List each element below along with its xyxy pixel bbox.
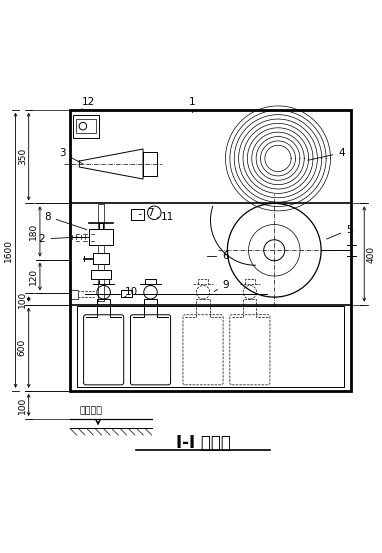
Text: 11: 11 — [161, 211, 174, 222]
Text: 9: 9 — [222, 280, 229, 290]
Text: 5: 5 — [346, 225, 353, 234]
Text: 120: 120 — [29, 268, 38, 285]
FancyBboxPatch shape — [131, 315, 171, 385]
Text: 室内地面: 室内地面 — [79, 406, 102, 415]
Text: 400: 400 — [366, 246, 375, 263]
Text: 100: 100 — [18, 290, 27, 307]
Bar — [76, 119, 96, 133]
Text: 1600: 1600 — [3, 239, 13, 262]
Text: 4: 4 — [338, 148, 345, 158]
Polygon shape — [121, 290, 132, 297]
Text: 6: 6 — [222, 251, 229, 261]
Bar — [97, 299, 110, 306]
Text: 350: 350 — [18, 148, 27, 165]
Text: 180: 180 — [29, 223, 38, 240]
Bar — [70, 109, 351, 391]
Polygon shape — [70, 290, 78, 299]
Text: 10: 10 — [125, 287, 138, 298]
Polygon shape — [143, 152, 157, 176]
Text: 600: 600 — [18, 339, 27, 356]
Text: 1: 1 — [188, 97, 195, 107]
Polygon shape — [98, 204, 104, 301]
FancyBboxPatch shape — [230, 315, 270, 385]
Text: I-I 剖面图: I-I 剖面图 — [176, 434, 230, 452]
Text: 2: 2 — [39, 234, 45, 244]
FancyBboxPatch shape — [183, 315, 223, 385]
Polygon shape — [131, 210, 144, 220]
Bar — [196, 299, 210, 306]
Text: 3: 3 — [59, 148, 66, 158]
Polygon shape — [91, 270, 111, 279]
FancyBboxPatch shape — [84, 315, 124, 385]
Polygon shape — [79, 149, 143, 179]
Text: 12: 12 — [82, 97, 95, 107]
Text: 100: 100 — [18, 397, 27, 414]
Text: 8: 8 — [44, 211, 51, 222]
Polygon shape — [93, 253, 109, 264]
Text: 7: 7 — [147, 208, 154, 218]
Bar — [144, 299, 157, 306]
Polygon shape — [89, 229, 113, 245]
Bar — [73, 114, 99, 138]
Bar — [243, 299, 256, 306]
Bar — [77, 306, 344, 387]
